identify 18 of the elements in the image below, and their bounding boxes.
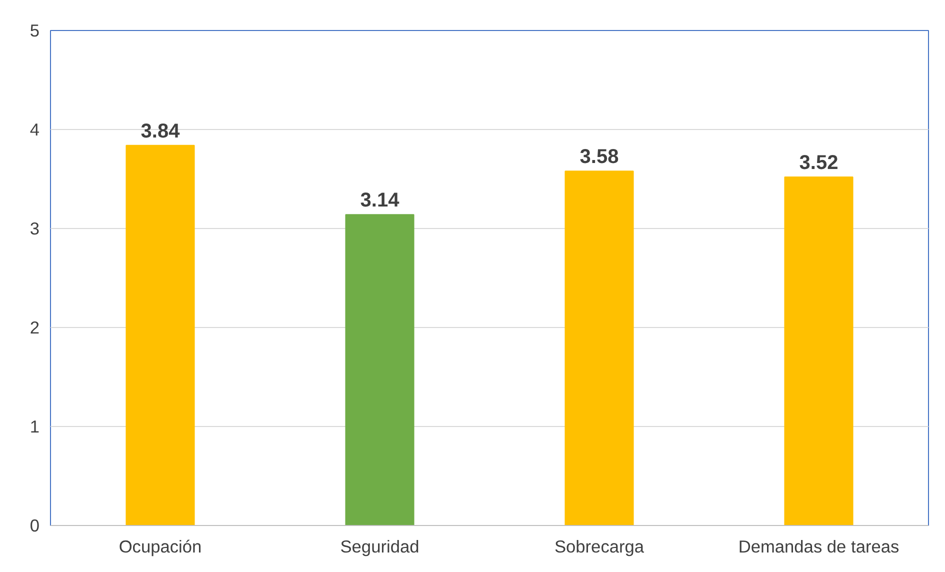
y-tick-label: 5 xyxy=(30,20,40,40)
bar xyxy=(784,176,854,526)
bar xyxy=(564,170,634,526)
y-tick-label: 3 xyxy=(30,218,40,238)
data-label: 3.58 xyxy=(580,146,619,168)
y-tick-label: 1 xyxy=(30,416,40,436)
x-tick-label: Ocupación xyxy=(118,536,202,556)
x-tick-label: Demandas de tareas xyxy=(738,536,900,556)
y-tick-label: 4 xyxy=(30,120,40,140)
bar xyxy=(345,214,414,526)
data-label: 3.52 xyxy=(799,152,838,174)
y-tick-label: 2 xyxy=(30,318,40,338)
data-label: 3.14 xyxy=(360,190,400,212)
x-tick-label: Seguridad xyxy=(340,536,420,556)
x-tick-label: Sobrecarga xyxy=(554,536,644,556)
bar xyxy=(126,144,195,526)
y-tick-label: 0 xyxy=(30,516,40,536)
data-label: 3.84 xyxy=(140,120,181,142)
